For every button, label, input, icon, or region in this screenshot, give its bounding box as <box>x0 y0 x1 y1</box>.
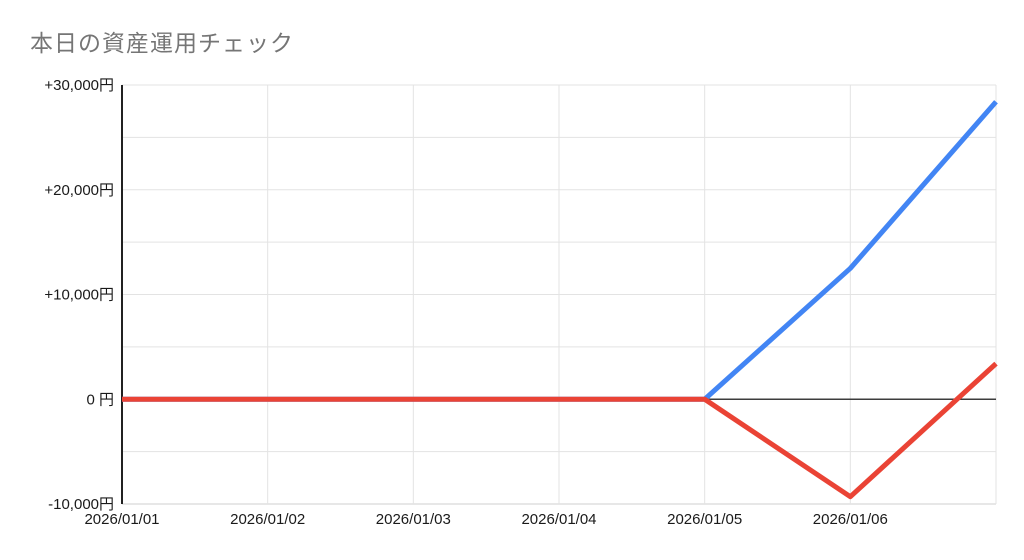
x-tick-label: 2026/01/04 <box>521 511 596 528</box>
x-tick-label: 2026/01/02 <box>230 511 305 528</box>
gridlines-group <box>122 84 997 505</box>
y-tick-label: +20,000円 <box>44 182 114 199</box>
y-tick-label: 0 円 <box>86 391 114 408</box>
red-line-series <box>122 361 998 500</box>
series-group <box>122 100 998 500</box>
y-tick-label: -10,000円 <box>48 496 114 513</box>
x-tick-label: 2026/01/05 <box>667 511 742 528</box>
x-tick-label: 2026/01/03 <box>376 511 451 528</box>
y-tick-label: +30,000円 <box>44 77 114 94</box>
y-tick-label: +10,000円 <box>44 287 114 304</box>
chart-title: 本日の資産運用チェック <box>30 30 294 56</box>
x-tick-label: 2026/01/06 <box>813 511 888 528</box>
x-tick-label: 2026/01/01 <box>84 511 159 528</box>
